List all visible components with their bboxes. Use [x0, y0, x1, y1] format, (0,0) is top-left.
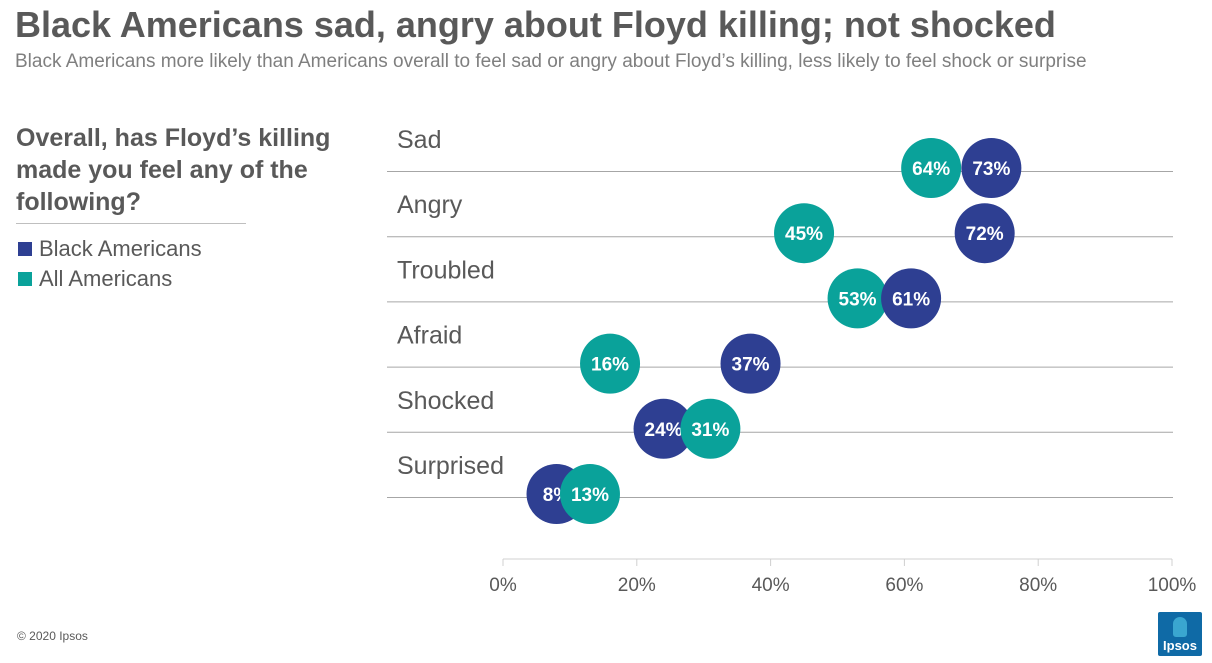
dot-all-americans-troubled: [827, 268, 888, 329]
data-label-black-americans-afraid: 37%: [732, 355, 770, 376]
x-tick-label-0: 0%: [489, 575, 517, 596]
data-label-all-americans-afraid: 16%: [591, 355, 629, 376]
legend-label-all-americans: All Americans: [39, 266, 173, 291]
data-label-black-americans-angry: 72%: [966, 224, 1004, 245]
data-label-all-americans-sad: 64%: [912, 159, 950, 180]
ipsos-logo: Ipsos: [1158, 612, 1202, 656]
legend-item-black-americans: Black Americans: [18, 234, 202, 264]
data-label-all-americans-angry: 45%: [785, 224, 823, 245]
x-tick-label-40: 40%: [752, 575, 790, 596]
legend-label-black-americans: Black Americans: [39, 236, 202, 261]
data-label-black-americans-shocked: 24%: [645, 420, 683, 441]
dot-all-americans-sad: [901, 138, 962, 198]
dot-black-americans-angry: [954, 203, 1015, 264]
dot-all-americans-afraid: [580, 333, 641, 394]
dot-black-americans-afraid: [720, 333, 781, 394]
category-label-afraid: Afraid: [397, 322, 462, 350]
legend: Black Americans All Americans: [18, 234, 202, 294]
category-label-shocked: Shocked: [397, 387, 494, 415]
data-label-black-americans-sad: 73%: [972, 159, 1010, 180]
legend-item-all-americans: All Americans: [18, 264, 202, 294]
data-label-all-americans-shocked: 31%: [691, 420, 729, 441]
data-label-black-americans-troubled: 61%: [892, 289, 930, 310]
x-tick-label-100: 100%: [1148, 575, 1197, 596]
chart-title: Black Americans sad, angry about Floyd k…: [15, 4, 1056, 45]
logo-text: Ipsos: [1163, 638, 1197, 653]
dot-black-americans-sad: [961, 138, 1022, 198]
legend-swatch-all-americans: [18, 272, 32, 286]
category-label-troubled: Troubled: [397, 256, 495, 284]
data-label-all-americans-surprised: 13%: [571, 485, 609, 506]
survey-question: Overall, has Floyd’s killing made you fe…: [16, 124, 331, 216]
dot-all-americans-shocked: [680, 398, 741, 459]
dot-all-americans-angry: [774, 203, 835, 264]
category-label-sad: Sad: [397, 126, 441, 154]
dot-black-americans-shocked: [633, 398, 694, 459]
x-tick-label-20: 20%: [618, 575, 656, 596]
x-tick-label-80: 80%: [1019, 575, 1057, 596]
legend-swatch-black-americans: [18, 242, 32, 256]
dot-black-americans-troubled: [881, 268, 942, 329]
data-label-all-americans-troubled: 53%: [839, 289, 877, 310]
copyright-notice: © 2020 Ipsos: [17, 629, 88, 643]
category-label-angry: Angry: [397, 191, 463, 219]
chart-subtitle: Black Americans more likely than America…: [15, 51, 1087, 72]
dot-all-americans-surprised: [559, 464, 620, 524]
category-label-surprised: Surprised: [397, 452, 504, 480]
question-divider: [16, 223, 246, 224]
logo-mark-icon: [1173, 617, 1187, 637]
x-tick-label-60: 60%: [885, 575, 923, 596]
